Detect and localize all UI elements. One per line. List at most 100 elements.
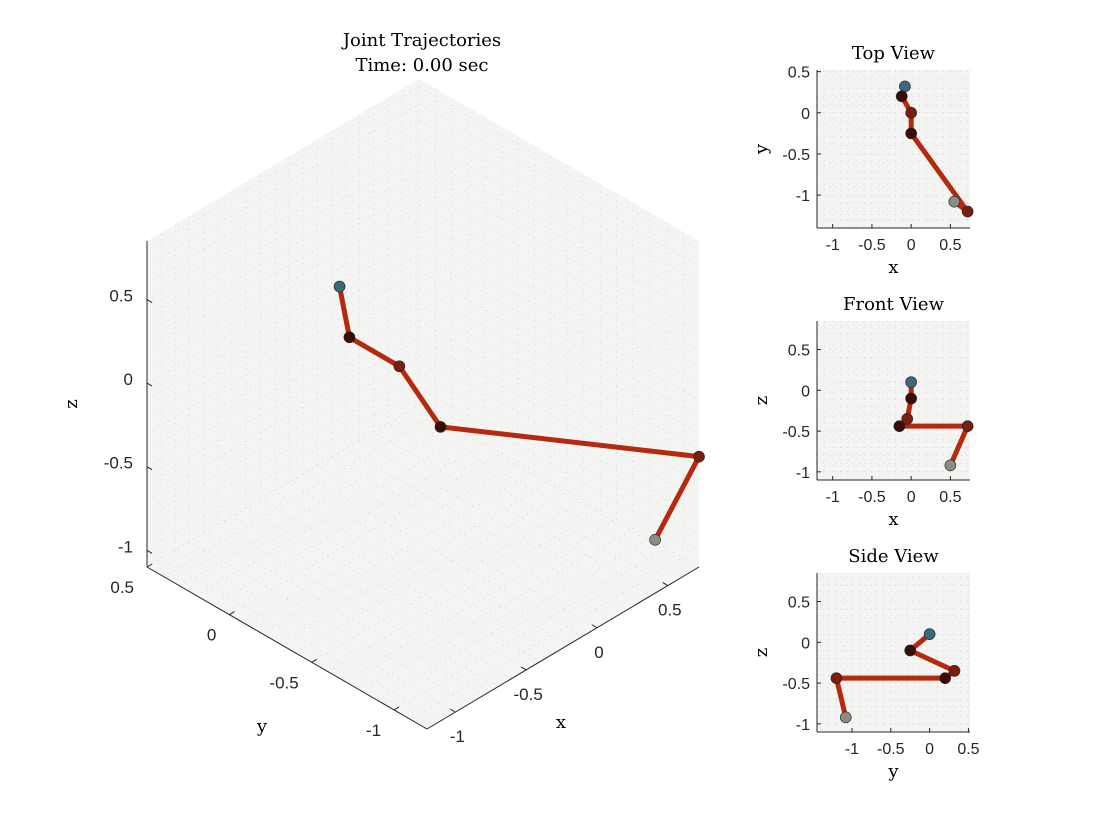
front-view-joint-point-5 bbox=[961, 420, 974, 432]
side-view-x-axis-label: y bbox=[887, 761, 899, 782]
main-3d-joint-point-3 bbox=[393, 360, 406, 373]
side-view-y-axis-label: z bbox=[751, 648, 772, 657]
side-view-joint-point-4 bbox=[939, 672, 951, 684]
top-view-x-tick-label: 0.5 bbox=[939, 237, 961, 254]
side-view-joint-point-1 bbox=[923, 628, 936, 640]
side-view-background bbox=[817, 573, 970, 732]
main-3d-z-tick-label: 0 bbox=[124, 370, 133, 389]
side-view-y-tick-label: 0 bbox=[801, 635, 810, 652]
main-3d-y-tick-label: 0.5 bbox=[110, 578, 134, 597]
side-view-link-2 bbox=[907, 647, 957, 674]
main-3d-grid bbox=[146, 79, 700, 721]
main-3d-z-axis-label: z bbox=[61, 399, 82, 408]
main-3d-link-1 bbox=[337, 284, 352, 340]
side-view-joint-point-5 bbox=[830, 672, 843, 684]
top-view-x-axis-label: x bbox=[888, 257, 898, 278]
side-view-title: Side View bbox=[848, 546, 939, 567]
side-view-plot: -1 -0.5 0 0.5 -1 -0.5 0 0.5 Side View y z bbox=[751, 546, 980, 782]
main-3d-y-tick bbox=[146, 563, 153, 568]
main-3d-link-5 bbox=[652, 454, 702, 543]
front-view-y-tick-label: -1 bbox=[796, 465, 810, 482]
side-view-x-tick-label: 0 bbox=[925, 741, 934, 758]
front-view-x-tick-label: 0 bbox=[907, 489, 916, 506]
main-3d-x-tick-label: -0.5 bbox=[514, 685, 543, 704]
top-view-joint-point-5 bbox=[961, 205, 974, 218]
top-view-joint-point-1 bbox=[899, 80, 911, 93]
main-3d-x-axis-label: x bbox=[556, 712, 566, 733]
side-view-link-5 bbox=[833, 675, 849, 720]
side-view-grid bbox=[817, 573, 970, 733]
main-3d-x-tick bbox=[662, 582, 669, 586]
top-view-title: Top View bbox=[852, 43, 936, 64]
side-view-x-tick-label: -1 bbox=[845, 741, 859, 758]
front-view-x-tick-label: -1 bbox=[826, 489, 840, 506]
front-view-y-axis-label: z bbox=[751, 396, 772, 405]
main-3d-y-tick-label: -1 bbox=[366, 721, 381, 740]
side-view-joint-point-2 bbox=[904, 644, 916, 657]
side-view-joint-point-6 bbox=[839, 711, 852, 724]
front-view-joint-point-4 bbox=[893, 420, 906, 432]
main-3d-y-tick-label: -0.5 bbox=[269, 673, 298, 692]
top-view-joint-point-6 bbox=[948, 195, 961, 208]
main-3d-link-2 bbox=[346, 334, 402, 369]
main-3d-y-tick bbox=[311, 658, 317, 663]
front-view-x-tick-label: 0.5 bbox=[939, 489, 961, 506]
front-view-y-tick-label: 0.5 bbox=[788, 343, 810, 360]
side-view-x-tick-label: 0.5 bbox=[957, 741, 979, 758]
main-3d-z-tick bbox=[146, 549, 153, 554]
main-3d-z-tick-label: 0.5 bbox=[109, 287, 133, 306]
main-3d-z-tick bbox=[146, 382, 153, 387]
top-view-y-axis-label: y bbox=[751, 143, 772, 155]
front-view-title: Front View bbox=[843, 294, 945, 315]
main-3d-y-axis-label: y bbox=[256, 716, 268, 737]
main-3d-y-tick bbox=[229, 611, 235, 616]
top-view-background bbox=[817, 70, 970, 228]
top-view-grid bbox=[817, 70, 970, 228]
main-3d-y-axis-line bbox=[146, 566, 428, 730]
top-view-y-tick-label: 0.5 bbox=[788, 65, 810, 82]
front-view-joint-point-2 bbox=[905, 392, 917, 405]
front-view-x-axis-label: x bbox=[888, 509, 898, 530]
main-3d-joint-point-1 bbox=[333, 280, 346, 293]
main-3d-x-tick-label: -1 bbox=[450, 727, 465, 746]
top-view-plot: -1 -0.5 0 0.5 -1 -0.5 0 0.5 Top View x y bbox=[751, 43, 974, 278]
top-view-y-tick-label: -0.5 bbox=[782, 147, 810, 164]
side-view-y-tick-label: -0.5 bbox=[782, 676, 810, 693]
front-view-joint-point-3 bbox=[901, 413, 914, 425]
main-3d-x-tick bbox=[591, 624, 598, 629]
main-3d-link-3 bbox=[396, 363, 444, 430]
top-view-x-tick-label: -0.5 bbox=[858, 237, 886, 254]
top-view-joint-point-4 bbox=[905, 127, 917, 140]
main-3d-joint-point-2 bbox=[343, 331, 356, 344]
side-view-x-tick-label: -0.5 bbox=[877, 741, 905, 758]
main-chart-time-label: Time: 0.00 sec bbox=[355, 55, 488, 76]
front-view-grid bbox=[817, 321, 970, 481]
front-view-plot: -1 -0.5 0 0.5 -1 -0.5 0 0.5 Front View x z bbox=[751, 294, 974, 530]
front-view-link-5 bbox=[947, 423, 971, 468]
main-3d-x-axis-line bbox=[426, 566, 700, 730]
main-3d-plot: -1 -0.5 0 0.5 -1 -0.5 0 0.5 -1 -0.5 0 0.5 z y x bbox=[61, 79, 705, 746]
main-3d-joint-point-4 bbox=[434, 421, 447, 433]
main-3d-z-tick bbox=[146, 299, 153, 303]
top-view-joint-point-3 bbox=[905, 106, 917, 119]
side-view-y-tick-label: 0.5 bbox=[788, 595, 810, 612]
side-view-y-tick-label: -1 bbox=[796, 717, 810, 734]
front-view-y-tick-label: -0.5 bbox=[782, 424, 810, 441]
main-3d-joint-point-5 bbox=[693, 450, 705, 463]
top-view-x-tick-label: -1 bbox=[826, 237, 840, 254]
side-view-joint-point-3 bbox=[948, 665, 961, 677]
front-view-y-tick-label: 0 bbox=[801, 383, 810, 400]
front-view-joint-point-6 bbox=[944, 459, 957, 472]
main-3d-y-tick bbox=[393, 706, 400, 711]
top-view-y-tick-label: 0 bbox=[801, 106, 810, 123]
top-view-joint-point-2 bbox=[895, 90, 908, 103]
main-3d-z-tick-label: -1 bbox=[118, 537, 133, 556]
main-3d-link-4 bbox=[438, 424, 702, 460]
main-3d-z-tick-label: -0.5 bbox=[104, 454, 133, 473]
front-view-joint-point-1 bbox=[905, 376, 917, 388]
main-3d-x-tick bbox=[450, 708, 456, 713]
main-3d-x-tick bbox=[520, 666, 527, 671]
top-view-x-tick-label: 0 bbox=[907, 237, 916, 254]
top-view-y-tick-label: -1 bbox=[796, 188, 810, 205]
